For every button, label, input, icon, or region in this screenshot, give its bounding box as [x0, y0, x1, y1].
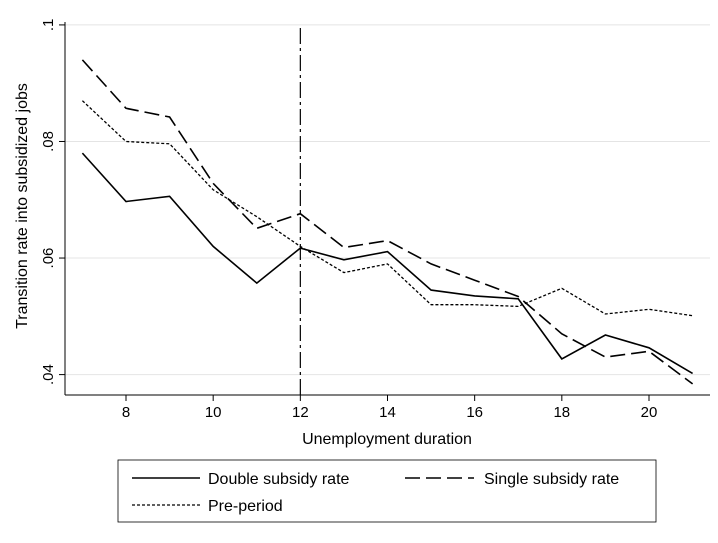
series-lines	[81, 59, 694, 385]
x-tick-label: 8	[122, 404, 130, 421]
x-tick-label: 14	[379, 404, 396, 421]
x-tick-label: 10	[205, 404, 222, 421]
x-tick-label: 20	[641, 404, 658, 421]
y-tick-label: .06	[40, 248, 57, 269]
y-tick-label: .1	[40, 19, 57, 32]
grid-lines	[65, 24, 710, 376]
tick-marks: .04 .06 .08 .1 8 10 12 14 16 18 20	[40, 19, 657, 421]
series-line-double-subsidy	[81, 152, 694, 375]
y-tick-label: .08	[40, 131, 57, 152]
legend-label-double: Double subsidy rate	[208, 471, 350, 488]
x-tick-label: 18	[553, 404, 570, 421]
legend-box	[117, 459, 657, 523]
y-tick-label: .04	[40, 364, 57, 385]
series-line-single-subsidy	[81, 59, 694, 385]
legend: Double subsidy rate Single subsidy rate …	[117, 459, 657, 523]
legend-label-single: Single subsidy rate	[484, 471, 619, 488]
y-axis-title: Transition rate into subsidized jobs	[14, 83, 31, 329]
x-tick-label: 12	[292, 404, 309, 421]
series-line-pre-period	[81, 100, 693, 317]
x-tick-label: 16	[466, 404, 483, 421]
x-axis-title: Unemployment duration	[302, 431, 472, 448]
legend-label-pre: Pre-period	[208, 498, 283, 515]
